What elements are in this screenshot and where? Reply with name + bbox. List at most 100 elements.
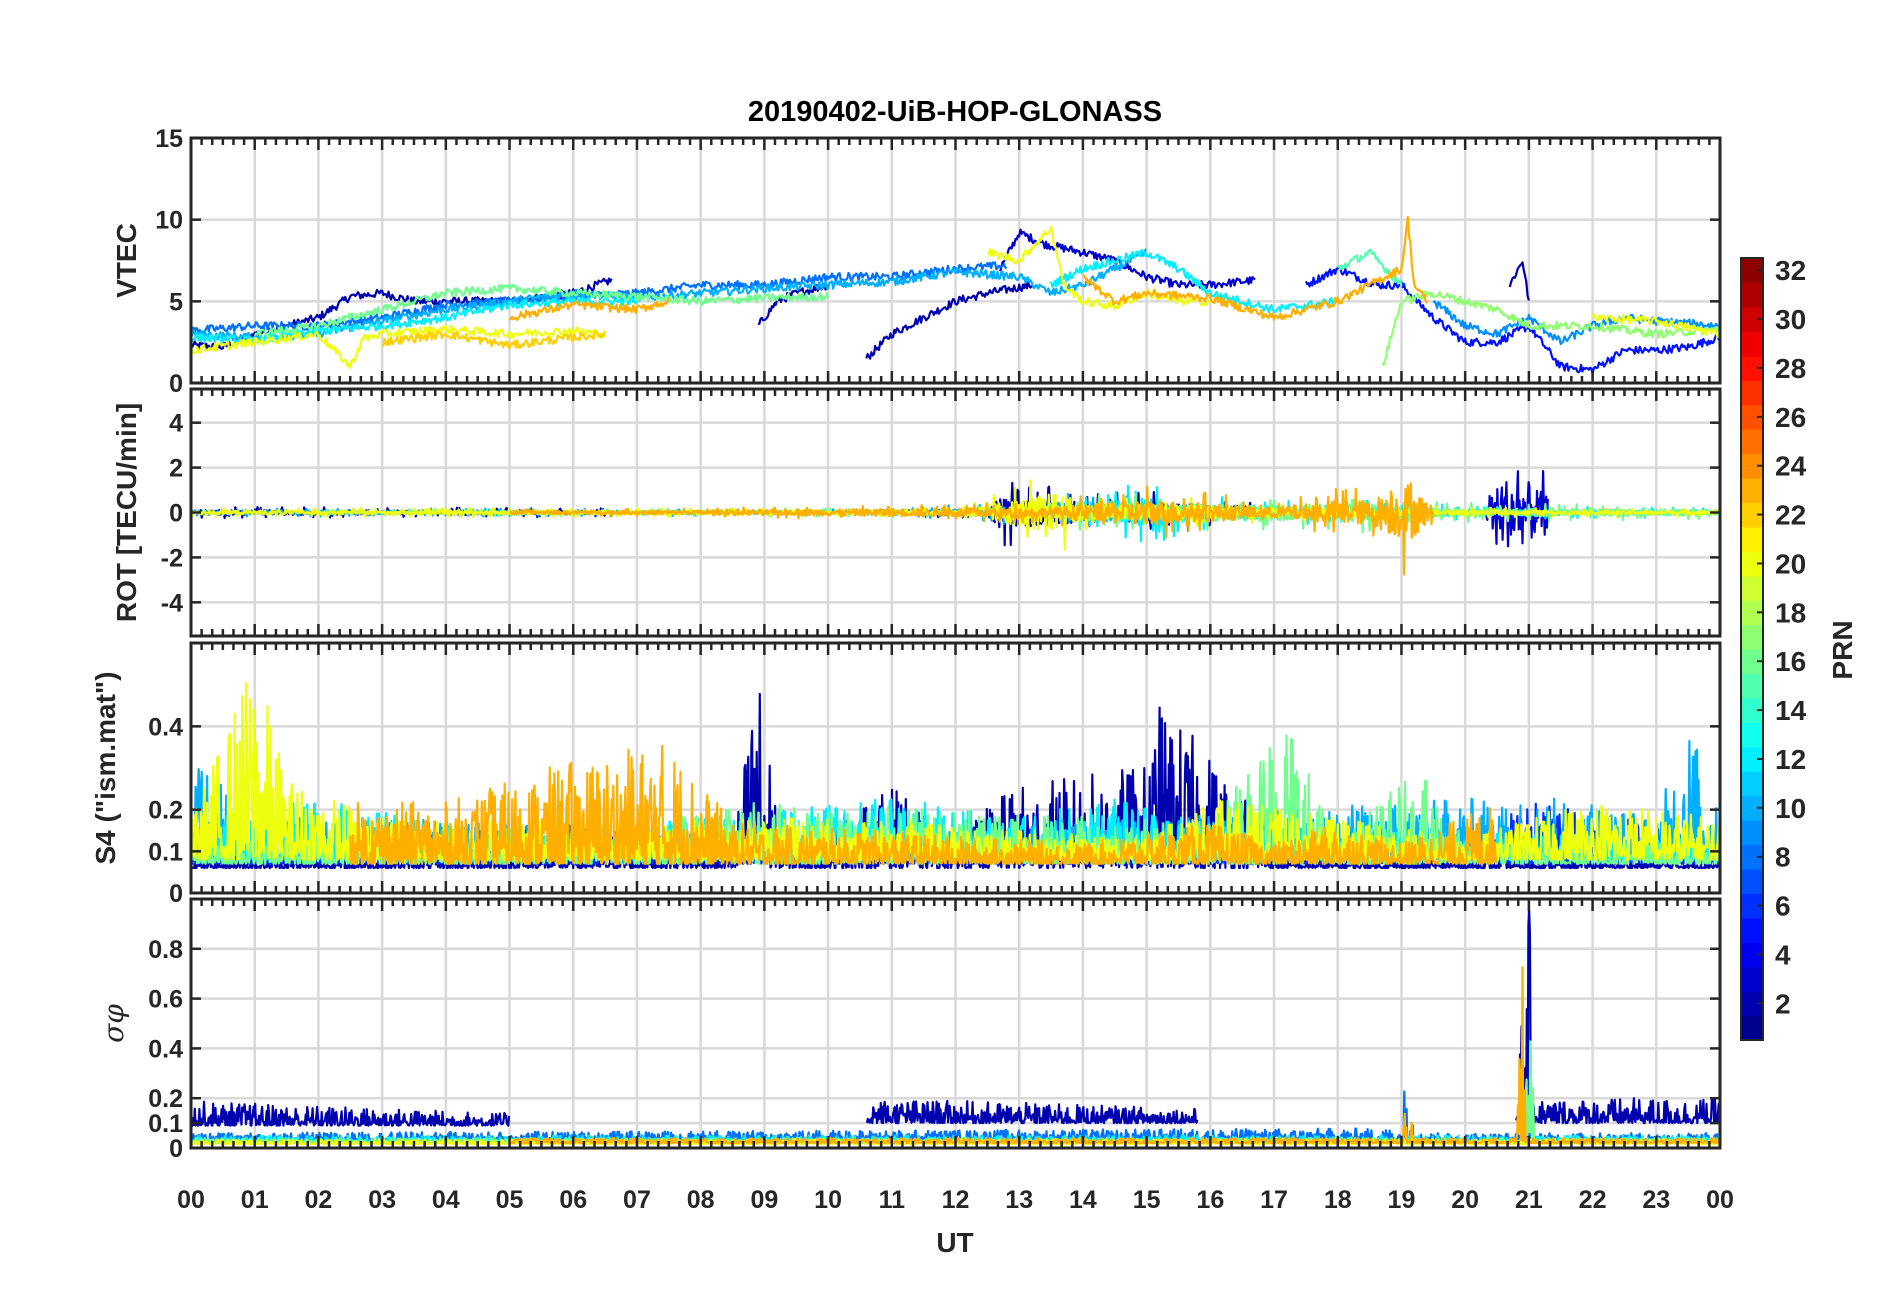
colorbar-bin <box>1741 649 1763 675</box>
series-prn-23 <box>508 297 670 321</box>
series-prn-23 <box>1082 215 1428 321</box>
colorbar-tick-label: 16 <box>1775 646 1806 677</box>
x-tick-label: 01 <box>241 1186 269 1214</box>
axes-box <box>189 641 1722 895</box>
x-tick-label: 09 <box>750 1186 778 1214</box>
colorbar-tick-label: 10 <box>1775 793 1806 824</box>
series-prn-2 <box>1508 261 1530 301</box>
x-tick-label: 00 <box>1706 1186 1734 1214</box>
panel-sigma_phi: 00.10.2 0.4 0.6 0.8 σφ <box>97 897 1722 1163</box>
x-tick-label: 07 <box>623 1186 651 1214</box>
y-tick-label: 10 <box>155 207 183 235</box>
colorbar-tick-label: 12 <box>1775 744 1806 775</box>
colorbar-bin <box>1741 404 1763 430</box>
series-prn-3 <box>999 228 1256 290</box>
colorbar-tick-label: 20 <box>1775 548 1806 579</box>
x-tick-label: 20 <box>1451 1186 1479 1214</box>
colorbar-bin <box>1741 697 1763 723</box>
colorbar-bin <box>1741 771 1763 797</box>
series-prn-20 <box>191 479 1720 551</box>
x-tick-label: 06 <box>559 1186 587 1214</box>
colorbar-bin <box>1741 893 1763 919</box>
x-tick-label: 08 <box>687 1186 715 1214</box>
series-group <box>191 215 1720 375</box>
series-prn-10 <box>191 248 1147 343</box>
y-tick-label: -2 <box>161 544 183 572</box>
colorbar-bin <box>1741 966 1763 992</box>
x-tick-label: 17 <box>1260 1186 1288 1214</box>
panel-vtec: 0 5 10 15 VTEC <box>111 125 1722 398</box>
series-prn-20 <box>987 225 1211 310</box>
series-group <box>191 470 1720 576</box>
x-tick-label: 23 <box>1642 1186 1670 1214</box>
colorbar-bin <box>1741 526 1763 552</box>
y-tick-label: 0.8 <box>148 936 183 964</box>
colorbar-tick-label: 24 <box>1775 451 1807 482</box>
chart-title: 20190402-UiB-HOP-GLONASS <box>748 96 1162 128</box>
y-tick-label: 0 <box>169 880 183 908</box>
colorbar-bin <box>1741 722 1763 748</box>
colorbar-bin <box>1741 917 1763 943</box>
colorbar-bin <box>1741 429 1763 455</box>
panel-rot: -4 -2 0 2 4 ROT [TECU/min] <box>111 387 1722 638</box>
colorbar-bin <box>1741 502 1763 528</box>
colorbar-bin <box>1741 551 1763 577</box>
colorbar-bin <box>1741 942 1763 968</box>
colorbar-bin <box>1741 258 1763 284</box>
series-group <box>191 682 1720 870</box>
y-tick-label: 5 <box>169 288 183 316</box>
axes-box <box>189 897 1722 1150</box>
y-tick-label: 0.1 <box>148 1110 183 1138</box>
colorbar-bin <box>1741 355 1763 381</box>
colorbar-bin <box>1741 380 1763 406</box>
x-tick-label: 04 <box>432 1186 460 1214</box>
y-tick-label: 0.2 <box>148 797 183 825</box>
y-tick-label: 0.6 <box>148 986 183 1014</box>
panel-s4: 0 0.1 0.2 0.4 S4 ("ism.mat") <box>90 641 1722 908</box>
colorbar-bin <box>1741 331 1763 357</box>
colorbar-tick-label: 18 <box>1775 597 1806 628</box>
colorbar-bin <box>1741 624 1763 650</box>
colorbar-bin <box>1741 795 1763 821</box>
y-axis-label: σφ <box>97 1004 130 1043</box>
colorbar-tick-label: 4 <box>1775 939 1791 970</box>
x-tick-label: 11 <box>879 1186 906 1214</box>
colorbar-tick-label: 28 <box>1775 353 1806 384</box>
x-tick-label: 18 <box>1324 1186 1352 1214</box>
x-axis-label: UT <box>936 1227 973 1258</box>
x-tick-label: 03 <box>368 1186 396 1214</box>
colorbar-bin <box>1741 575 1763 601</box>
series-prn-2 <box>1515 908 1720 1125</box>
colorbar-bin <box>1741 673 1763 699</box>
colorbar-bin <box>1741 600 1763 626</box>
series-prn-8 <box>191 261 1008 335</box>
y-tick-label: 0.4 <box>148 1035 183 1063</box>
y-tick-label: 2 <box>169 455 183 483</box>
x-tick-label: 21 <box>1515 1186 1543 1214</box>
series-prn-23 <box>349 744 1498 865</box>
series-prn-17 <box>1381 290 1720 366</box>
colorbar-tick-label: 22 <box>1775 500 1806 531</box>
x-tick-label: 00 <box>177 1186 205 1214</box>
y-tick-label: 0.4 <box>148 713 183 741</box>
y-tick-label: -4 <box>161 589 183 617</box>
x-tick-label: 05 <box>496 1186 524 1214</box>
colorbar-bin <box>1741 844 1763 870</box>
x-tick-label: 13 <box>1005 1186 1033 1214</box>
colorbar-bin <box>1741 453 1763 479</box>
colorbar-tick-label: 30 <box>1775 304 1806 335</box>
colorbar-bin <box>1741 820 1763 846</box>
y-axis-label: ROT [TECU/min] <box>111 403 142 622</box>
y-tick-label: 0 <box>169 500 183 528</box>
x-tick-label: 16 <box>1196 1186 1224 1214</box>
colorbar-tick-label: 2 <box>1775 988 1791 1019</box>
x-tick-label: 15 <box>1133 1186 1161 1214</box>
axes-box <box>189 136 1722 385</box>
colorbar-label: PRN <box>1827 620 1858 679</box>
y-tick-label: 0 <box>169 1135 183 1163</box>
series-prn-20 <box>1591 313 1720 339</box>
x-tick-label: 14 <box>1069 1186 1097 1214</box>
